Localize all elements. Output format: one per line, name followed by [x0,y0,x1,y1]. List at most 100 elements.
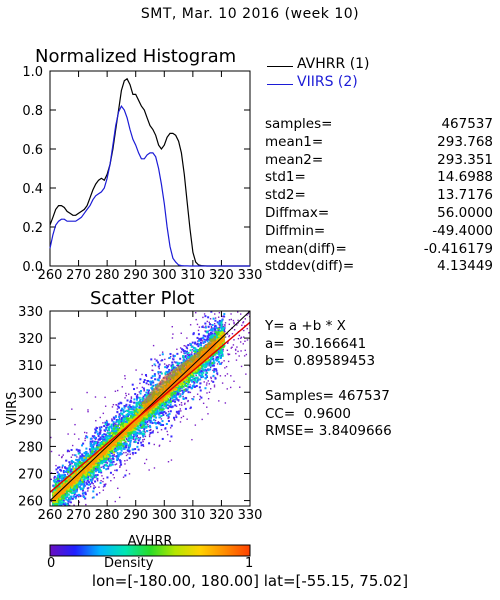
scatter-point [187,391,190,394]
scatter-point [239,293,240,294]
scatter-point [211,332,214,335]
scatter-point [213,369,215,372]
scatter-point [203,363,206,366]
stat-value: 293.351 [437,151,493,168]
scatter-point [228,319,231,321]
scatter-point [149,380,152,383]
scatter-point [99,468,102,471]
scatter-point [97,443,100,446]
histogram-line-viirs [49,104,250,267]
scatter-point [198,374,201,377]
scatter-point [239,386,241,388]
scatter-point [202,371,205,374]
scatter-point [149,429,152,432]
scatter-point [85,435,88,438]
scatter-point [197,333,200,336]
scatter-point [125,437,128,440]
scatter-point [170,369,173,372]
scatter-point [170,366,173,369]
scatter-point [60,504,63,506]
scatter-point [65,498,68,501]
scatter-point [102,480,104,483]
scatter-point [54,478,56,480]
scatter-point [204,366,207,369]
scatter-point [218,353,221,356]
scatter-point [235,359,238,361]
scatter-point [206,406,208,408]
scatter-point [117,402,120,405]
scatter-point [202,336,205,339]
scatter-point [94,431,97,434]
scatter-point [79,457,82,460]
scatter-point [137,437,140,439]
scatter-point [123,415,126,418]
scatter-point [226,373,229,375]
scatter-point [89,440,92,443]
scatter-point [88,483,91,486]
scatter-point [76,456,78,458]
scatter-point [157,361,160,364]
scatter-point [97,471,100,474]
scatter-point [130,410,133,413]
fit-samples: Samples= 467537 [265,388,390,404]
scatter-point [82,489,85,492]
scatter-point [219,356,222,359]
scatter-point [180,410,182,412]
scatter-point [108,429,111,432]
scatter-point [66,473,69,475]
scatter-point [92,473,95,476]
scatter-point [152,344,155,347]
scatter-point [72,491,75,494]
scatter-point [215,368,218,371]
scatter-point [106,424,109,427]
stat-stddev-diff: stddev(diff)= 4.13449 [265,258,493,276]
scatter-point [127,447,130,450]
scatter-point [135,410,138,413]
histogram-title: Normalized Histogram [35,46,237,67]
scatter-point [211,329,214,332]
scatter-point [102,438,105,441]
scatter-point [140,431,143,434]
scatter-point [69,501,72,504]
scatter-point [154,378,157,381]
scatter-point [233,307,234,308]
scatter-point [92,490,95,493]
scatter-point [236,291,237,292]
scatter-point [110,479,112,482]
scatter-point [128,439,131,442]
legend-viirs-label: VIIRS (2) [297,74,358,90]
scatter-point [148,442,151,445]
scatter-point [172,354,174,356]
scatter-point [217,316,220,318]
scatter-point [152,418,155,421]
scatter-point [74,491,77,494]
scatter-point [100,441,103,444]
scatter-point [165,370,168,373]
scatter-point [172,416,175,419]
scatter-point [85,447,88,450]
scatter-point [189,386,192,389]
scatter-point [207,316,210,319]
scatter-point [240,350,242,352]
stat-label: samples= [265,116,333,132]
scatter-point [90,447,93,450]
scatter-point [224,336,227,338]
scatter-point [146,379,149,382]
scatter-point [105,459,108,462]
scatter-point [113,417,116,420]
scatter-point [99,431,102,434]
scatter-point [53,475,56,478]
scatter-point [129,436,132,439]
scatter-point [107,426,110,429]
scatter-point [126,449,129,452]
scatter-point [73,462,76,465]
scatter-point [99,436,102,439]
scatter-point [128,393,130,395]
scatter-point [190,345,193,348]
scatter-point [128,449,131,452]
scatter-point [138,432,141,435]
scatter-point [227,360,230,363]
scatter-point [128,407,131,410]
scatter-point [193,379,196,382]
scatter-point [126,399,129,402]
